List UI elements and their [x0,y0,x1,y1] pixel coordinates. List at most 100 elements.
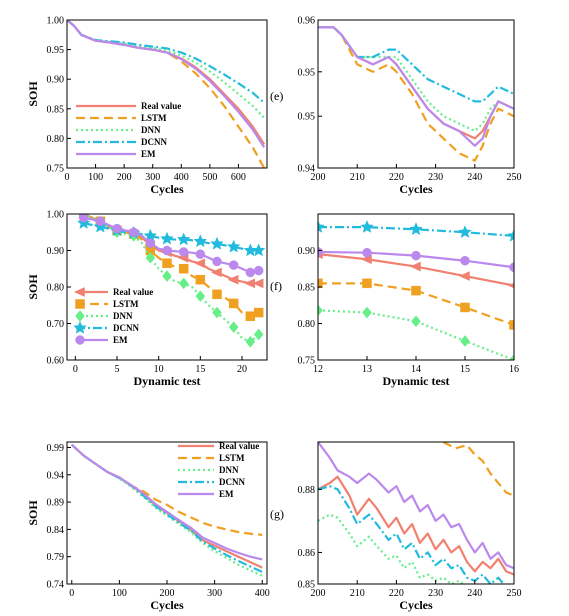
data-point [145,238,156,248]
data-point [318,219,325,233]
panel-label: (f) [270,279,282,293]
x-tick-label: 300 [145,172,160,183]
x-tick-label: 100 [112,588,127,599]
series-line-2 [442,442,514,497]
legend-label: DCNN [219,477,245,487]
data-point [210,236,224,250]
data-point [409,222,423,236]
data-point [228,260,239,270]
data-point [509,262,514,273]
x-tick-label: 300 [207,588,222,599]
data-point [245,311,256,321]
legend: Real value LSTM DNN DCNN EM [178,441,259,499]
x-tick-label: 220 [389,172,404,183]
data-point [145,251,156,264]
data-point [362,247,372,258]
x-tick-label: 0 [69,588,74,599]
legend: Real value LSTM DNN DCNN EM [76,101,181,159]
series-group [318,26,514,162]
data-point [252,278,264,289]
data-point [162,258,172,269]
data-point [228,298,239,309]
data-point [212,289,222,300]
data-point [245,267,256,278]
data-point [93,219,108,233]
x-tick-label: 210 [350,588,365,599]
y-tick-label: 1.00 [47,16,65,27]
legend-label: Real value [113,287,153,297]
data-point [318,247,323,257]
y-tick-label: 0.79 [47,552,65,563]
y-tick-label: 0.95 [47,45,65,56]
data-point [507,228,514,242]
x-tick-label: 600 [231,172,246,183]
y-tick-label: 0.95 [298,112,316,123]
series-line-3 [318,513,465,584]
y-tick-label: 0.85 [47,104,65,115]
legend-marker [73,287,85,297]
legend-label: Real value [219,441,259,451]
series-group [67,20,266,168]
x-tick-label: 250 [507,588,522,599]
data-point [193,234,208,248]
y-tick-label: 0.84 [47,525,65,536]
series-group [71,443,263,577]
data-point [162,245,172,256]
y-tick-label: 0.70 [47,319,65,330]
data-point [210,267,222,278]
y-tick-label: 0.86 [298,548,316,559]
data-point [176,232,191,246]
x-axis-label: Cycles [399,598,433,612]
legend-label: LSTM [141,113,167,123]
data-point [253,328,264,341]
panel-2: 200 210 220 230 240 250 0.94 0.95 0.95 0.96 Cycles… [270,16,522,197]
plot-frame [66,19,268,169]
data-point [458,271,470,281]
legend-label: EM [141,149,156,159]
x-tick-label: 13 [362,364,372,375]
data-point [318,304,323,317]
data-point [76,215,91,229]
data-point [411,285,421,296]
data-point [460,255,470,266]
series-line-3 [67,20,265,119]
x-tick-label: 200 [117,172,132,183]
data-point [460,302,470,313]
series-group [76,214,266,348]
panel-3: 0 5 10 15 20 0.60 0.70 0.80 0.90 1.00 Dynamic test… [26,210,268,388]
legend-marker [73,320,87,334]
legend-label: LSTM [219,453,245,463]
x-tick-label: 15 [195,364,205,375]
series-line-4 [71,443,263,573]
y-tick-label: 0.85 [298,283,316,294]
data-point [227,274,239,285]
x-tick-label: 500 [202,172,217,183]
x-tick-label: 12 [313,364,323,375]
data-point [411,250,421,261]
data-point [178,264,189,274]
legend-label: LSTM [113,299,139,309]
data-point [95,216,106,227]
series-line-4 [67,20,265,104]
series-line-1 [71,443,263,569]
y-tick-label: 0.90 [47,75,65,86]
series-line-5 [318,442,514,570]
y-axis-label: SOH [26,500,40,526]
x-tick-label: 0 [65,172,70,183]
y-tick-label: 0.90 [298,246,316,257]
data-point [162,270,172,282]
plot-frame [317,441,515,585]
x-axis-label: Cycles [150,182,184,196]
data-point [509,354,514,360]
x-tick-label: 210 [350,172,365,183]
plot-frame [317,19,515,169]
x-tick-label: 0 [73,364,78,375]
series-line-1 [318,475,514,576]
x-tick-label: 200 [160,588,175,599]
x-tick-label: 230 [428,172,443,183]
data-point [253,265,264,276]
data-point [212,306,222,319]
series-line-5 [67,20,266,148]
x-tick-label: 220 [389,588,404,599]
data-point [212,256,222,267]
